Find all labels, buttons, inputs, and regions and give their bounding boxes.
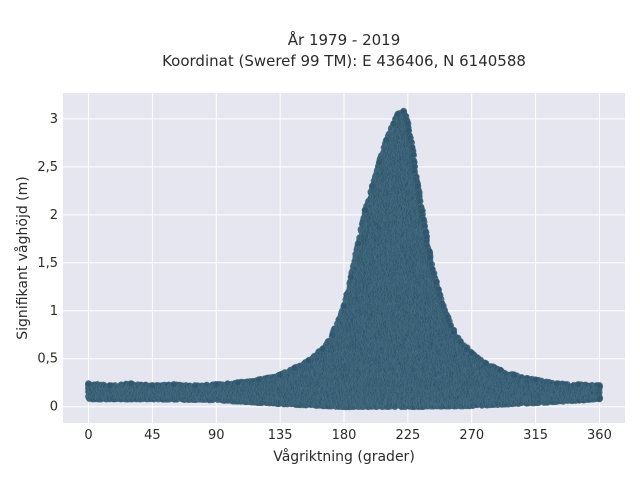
chart-title-line2: Koordinat (Sweref 99 TM): E 436406, N 61… — [162, 52, 526, 70]
data-points — [85, 107, 603, 411]
chart-title-line1: År 1979 - 2019 — [288, 30, 401, 49]
